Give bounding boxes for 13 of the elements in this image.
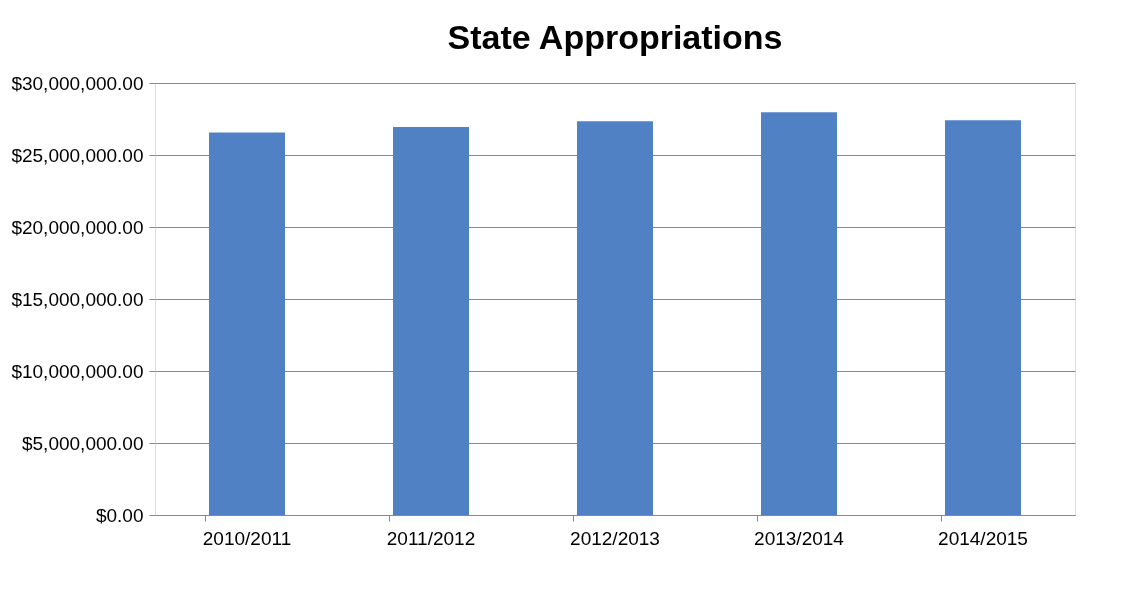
y-tick-label: $0.00 [95, 504, 144, 526]
x-tick-label: 2011/2012 [386, 527, 476, 549]
y-tick-label: $25,000,000.00 [11, 144, 144, 166]
x-tick-label: 2013/2014 [754, 527, 845, 549]
y-tick-label: $30,000,000.00 [11, 72, 144, 94]
chart-title: State Appropriations [447, 18, 783, 56]
x-tick-label: 2014/2015 [938, 527, 1028, 549]
y-tick-label: $15,000,000.00 [11, 288, 144, 310]
x-tick-label: 2012/2013 [570, 527, 660, 549]
y-tick-label: $10,000,000.00 [11, 360, 144, 382]
y-tick-label: $20,000,000.00 [11, 216, 144, 238]
y-tick-label: $5,000,000.00 [21, 432, 144, 454]
x-tick-label: 2010/2011 [202, 527, 292, 549]
